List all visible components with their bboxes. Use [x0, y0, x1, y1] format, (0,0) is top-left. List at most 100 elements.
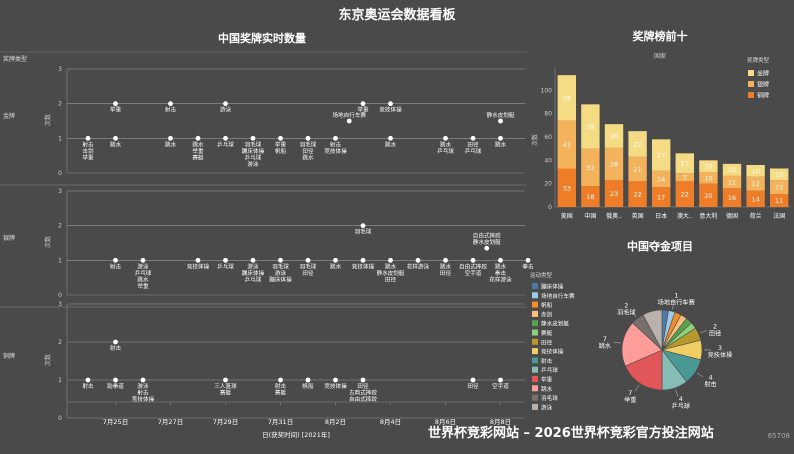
medal-point [333, 135, 338, 141]
pie-legend-label: 场地自行车赛 [541, 292, 575, 300]
y-tick-label: 0 [58, 292, 62, 299]
y-tick-label: 1 [58, 135, 62, 142]
event-label: 射击 [165, 106, 177, 114]
event-label: 跳水 [440, 262, 452, 270]
medal-point [360, 223, 366, 229]
event-label: 田径 [385, 275, 397, 283]
event-label: 羽毛球 [300, 140, 317, 148]
bar-segment [769, 168, 789, 181]
legend-label: 银牌 [757, 81, 769, 89]
bar-segment [699, 172, 718, 184]
medal-point [305, 135, 311, 141]
medal-point [498, 377, 503, 383]
pie-legend-label: 射击 [541, 357, 553, 365]
pie-legend-swatch [532, 320, 538, 327]
bar-value-label: 10 [704, 163, 712, 171]
legend-label: 金牌 [757, 70, 769, 78]
bar-segment [675, 153, 695, 174]
event-label: 花样游泳 [489, 275, 512, 283]
pie-legend-swatch [532, 376, 538, 382]
bar-segment [675, 173, 695, 182]
pie-label: 乒乓球 [672, 402, 691, 410]
event-label: 蹦床体操 [242, 269, 265, 277]
medal-point [443, 257, 448, 263]
top10-y-label: 次数 [531, 134, 539, 146]
event-label: 赛艇 [275, 389, 287, 397]
bar-value-label: 28 [610, 160, 618, 168]
medal-point [113, 377, 118, 383]
pie-legend-swatch [532, 394, 538, 401]
medal-point [250, 257, 256, 263]
medal-point [113, 339, 118, 345]
medal-point [360, 377, 366, 383]
bar-value-label: 33 [563, 184, 571, 192]
pie-label: 田径 [709, 329, 721, 337]
pie-legend-label: 举重 [541, 376, 553, 384]
pie-label: 竞技体操 [708, 351, 733, 359]
pie-title: 中国夺金项目 [627, 239, 693, 253]
bar-value-label: 20 [704, 192, 712, 200]
bar-value-label: 10 [728, 166, 736, 174]
event-label: 举重 [137, 282, 149, 290]
event-label: 静水皮划艇 [487, 111, 515, 119]
top10-x-tick: 澳大.. [677, 212, 693, 220]
event-label: 竞技体操 [379, 106, 402, 114]
bar-value-label: 41 [563, 141, 571, 149]
medal-point [525, 257, 531, 263]
pie-label: 7 [603, 336, 607, 343]
event-label: 射击 [82, 382, 94, 390]
timeline-row-2: 铜牌 次数0123射击射击 跆拳道 游泳射击竞技体操三人篮球赛艇射击赛艇帆船 竞技体操田… [3, 301, 525, 422]
bar-value-label: 32 [586, 164, 594, 172]
pie-label: 4 [679, 396, 683, 403]
medal-point [360, 101, 366, 107]
event-label: 游泳 [247, 262, 259, 270]
medal-point [498, 118, 503, 124]
pie-legend-label: 乒乓球 [541, 366, 558, 374]
pie-legend-label: 帆船 [541, 301, 553, 309]
event-label: 跳水 [302, 153, 314, 161]
top10-x-tick: 中国 [584, 212, 596, 220]
medal-point [360, 257, 366, 263]
pie-label: 射击 [704, 381, 716, 389]
y-tick-label: 2 [58, 223, 62, 230]
event-label: 羽毛球 [272, 262, 289, 270]
medal-point [333, 377, 338, 383]
top10-y-tick: 100 [541, 87, 553, 94]
y-tick-label: 1 [58, 257, 62, 264]
event-label: 田径 [302, 147, 314, 155]
row-label: 铜牌 [3, 352, 15, 360]
pie-legend-swatch [532, 385, 538, 392]
event-label: 乒乓球 [217, 140, 234, 148]
y-axis-label: 次数 [44, 354, 52, 366]
x-tick-label: 8月4日 [380, 418, 401, 426]
bar-value-label: 7 [683, 174, 687, 182]
pie-legend-title: 运动类型 [530, 271, 553, 279]
top10-x-tick: 德国 [726, 212, 738, 220]
event-label: 乒乓球 [465, 147, 482, 155]
x-tick-label: 8月6日 [435, 418, 456, 426]
event-label: 跳水 [137, 275, 149, 283]
top10-x-tick: 法国 [773, 212, 785, 220]
event-label: 跳水 [440, 140, 452, 148]
event-label: 跳水 [330, 262, 342, 270]
pie-label: 举重 [624, 396, 636, 404]
x-tick-label: 7月29日 [213, 418, 238, 426]
top10-y-tick: 20 [544, 181, 552, 188]
event-label: 羽毛球 [300, 262, 317, 270]
bar-segment [699, 160, 718, 172]
bar-segment [557, 120, 577, 169]
event-label: 田径 [357, 382, 369, 390]
pie-label: 3 [718, 345, 722, 352]
bar-segment [699, 183, 718, 207]
event-label: 乒乓球 [437, 147, 454, 155]
event-label: 举重 [192, 147, 204, 155]
event-label: 竞技体操 [352, 262, 375, 270]
event-label: 竞技体操 [132, 395, 155, 403]
top10-y-tick: 80 [544, 111, 552, 118]
pie-label: 2 [713, 323, 717, 330]
bar-segment [722, 175, 742, 189]
bar-value-label: 10 [704, 174, 712, 182]
y-tick-label: 2 [58, 101, 62, 108]
